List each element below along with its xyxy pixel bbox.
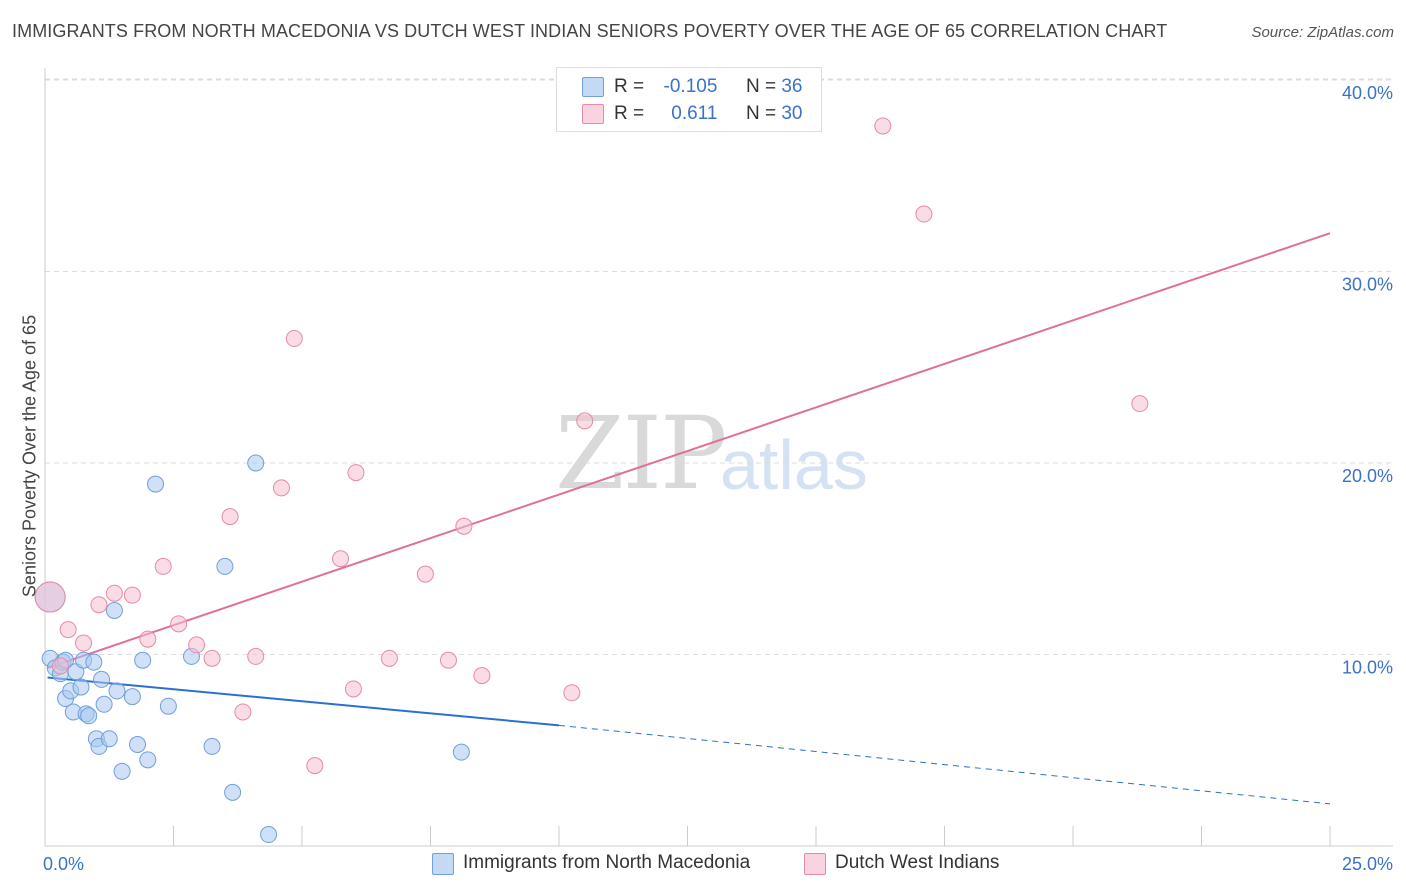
- point-dutch-west-indians: [455, 517, 473, 535]
- y-tick-label: 40.0%: [1342, 83, 1393, 103]
- point-macedonia: [139, 751, 157, 769]
- legend-n-label: N =: [745, 76, 777, 97]
- point-macedonia: [147, 475, 165, 493]
- point-dutch-west-indians: [59, 621, 77, 639]
- bottom-legend-swatch-blue: [432, 853, 454, 875]
- point-macedonia: [113, 762, 131, 780]
- point-macedonia: [105, 601, 123, 619]
- point-dutch-west-indians: [203, 649, 221, 667]
- point-dutch-west-indians: [90, 596, 108, 614]
- point-dutch-west-indians: [473, 667, 491, 685]
- gridlines: [45, 78, 1393, 655]
- trend-lines: [47, 232, 1331, 805]
- point-dutch-west-indians: [306, 757, 324, 775]
- point-dutch-west-indians: [874, 117, 892, 135]
- point-dutch-west-indians: [247, 647, 265, 665]
- point-dutch-west-indians: [123, 586, 141, 604]
- watermark-atlas: atlas: [720, 426, 868, 504]
- point-macedonia: [108, 682, 126, 700]
- chart-title: IMMIGRANTS FROM NORTH MACEDONIA VS DUTCH…: [12, 21, 1168, 41]
- point-dutch-west-indians: [1131, 395, 1149, 413]
- point-macedonia: [247, 454, 265, 472]
- y-tick-label: 10.0%: [1342, 658, 1393, 678]
- point-dutch-west-indians: [75, 634, 93, 652]
- point-macedonia: [452, 743, 470, 761]
- trend-line-dutch-west-indians: [47, 232, 1331, 669]
- point-dutch-west-indians: [272, 479, 290, 497]
- point-dutch-west-indians: [380, 649, 398, 667]
- legend-r-value-macedonia: -0.105: [663, 76, 718, 97]
- point-macedonia: [72, 678, 90, 696]
- x-tick-label-min: 0.0%: [43, 854, 84, 874]
- point-dutch-west-indians: [563, 684, 581, 702]
- point-dutch-west-indians: [347, 464, 365, 482]
- point-dutch-west-indians: [285, 330, 303, 348]
- correlation-legend: R = -0.105 N = 36 R = 0.611 N = 30: [556, 67, 822, 132]
- legend-n-label: N =: [745, 103, 777, 124]
- point-dutch-west-indians: [221, 508, 239, 526]
- x-tick-label-max: 25.0%: [1342, 854, 1393, 874]
- axes: [44, 68, 1393, 847]
- source-label: Source: ZipAtlas.com: [1251, 24, 1394, 41]
- legend-n-value-dutch: 30: [781, 103, 803, 124]
- legend-r-label: R =: [614, 103, 645, 124]
- point-macedonia: [100, 730, 118, 748]
- data-points: [34, 117, 1149, 844]
- point-macedonia: [216, 557, 234, 575]
- legend-r-label: R =: [614, 76, 645, 97]
- point-macedonia: [159, 697, 177, 715]
- y-tick-label: 20.0%: [1342, 466, 1393, 486]
- point-dutch-west-indians: [154, 557, 172, 575]
- bottom-legend-swatch-pink: [804, 853, 826, 875]
- point-dutch-west-indians: [34, 581, 66, 613]
- point-dutch-west-indians: [439, 651, 457, 669]
- point-dutch-west-indians: [51, 657, 69, 675]
- legend-r-value-dutch: 0.611: [671, 103, 718, 124]
- point-macedonia: [129, 736, 147, 754]
- point-macedonia: [224, 783, 242, 801]
- point-macedonia: [260, 826, 278, 844]
- trend-line-macedonia: [47, 676, 560, 727]
- point-dutch-west-indians: [139, 630, 157, 648]
- point-dutch-west-indians: [416, 565, 434, 583]
- legend-swatch-blue: [582, 77, 604, 97]
- point-dutch-west-indians: [188, 636, 206, 654]
- y-tick-label: 30.0%: [1342, 275, 1393, 295]
- point-macedonia: [93, 670, 111, 688]
- legend-swatch-pink: [582, 104, 604, 124]
- trend-line-macedonia-extrapolated: [558, 724, 1331, 805]
- point-macedonia: [85, 653, 103, 671]
- point-dutch-west-indians: [576, 412, 594, 430]
- point-macedonia: [123, 688, 141, 706]
- point-dutch-west-indians: [915, 205, 933, 223]
- point-dutch-west-indians: [170, 615, 188, 633]
- tick-labels: 10.0% 20.0% 30.0% 40.0% 0.0% 25.0%: [43, 83, 1393, 874]
- legend-n-value-macedonia: 36: [781, 76, 803, 97]
- point-dutch-west-indians: [105, 584, 123, 602]
- point-dutch-west-indians: [234, 703, 252, 721]
- point-dutch-west-indians: [344, 680, 362, 698]
- point-dutch-west-indians: [332, 550, 350, 568]
- bottom-legend-label-macedonia: Immigrants from North Macedonia: [463, 852, 751, 873]
- point-macedonia: [134, 651, 152, 669]
- point-macedonia: [95, 695, 113, 713]
- point-macedonia: [80, 707, 98, 725]
- bottom-legend-label-dutch: Dutch West Indians: [835, 852, 1000, 873]
- point-macedonia: [203, 737, 221, 755]
